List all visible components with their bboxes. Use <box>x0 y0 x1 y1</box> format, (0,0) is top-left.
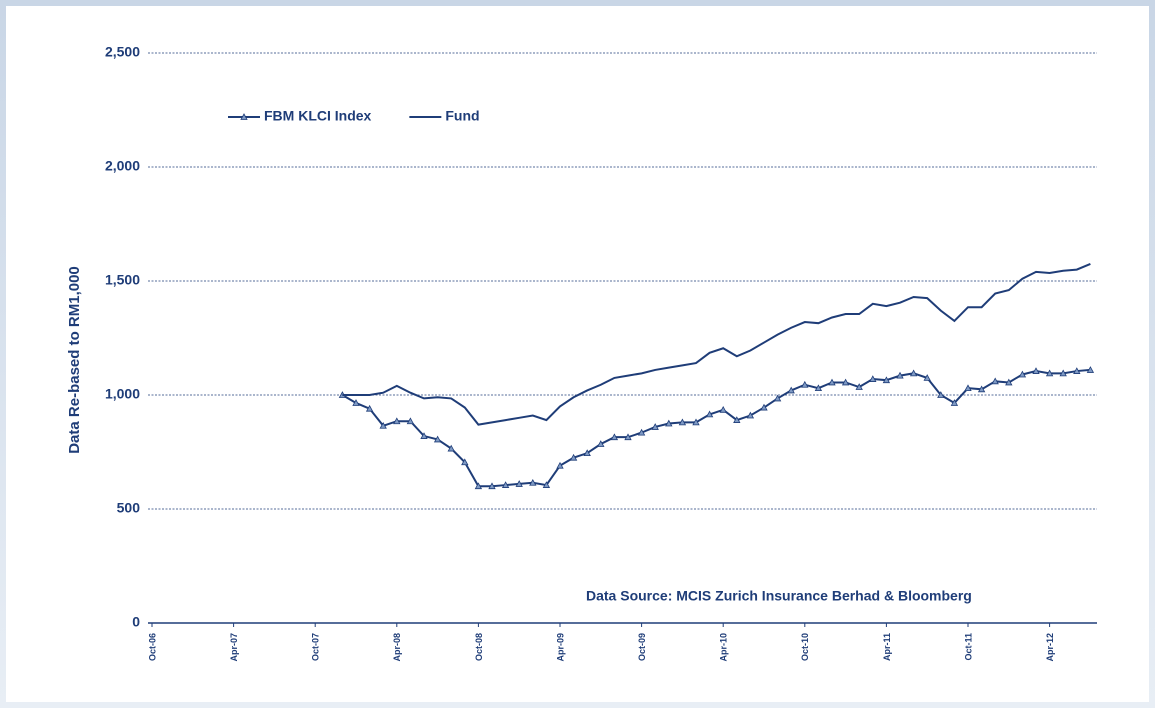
marker <box>406 417 415 425</box>
marker <box>760 403 768 411</box>
marker <box>352 399 360 406</box>
marker <box>1018 370 1027 378</box>
marker <box>841 378 850 386</box>
marker <box>461 458 469 466</box>
marker <box>814 384 823 392</box>
panel <box>6 6 1149 702</box>
annotation: Data Source: MCIS Zurich Insurance Berha… <box>586 588 972 604</box>
marker <box>964 384 972 392</box>
marker <box>569 453 578 461</box>
marker <box>869 375 877 382</box>
marker <box>692 418 700 426</box>
marker <box>1005 378 1013 386</box>
marker <box>474 482 483 490</box>
marker <box>950 399 959 406</box>
marker <box>365 404 374 412</box>
marker <box>991 377 999 385</box>
marker <box>705 410 714 418</box>
marker <box>909 369 918 377</box>
marker <box>610 433 619 441</box>
marker <box>501 481 510 488</box>
marker <box>1059 369 1067 377</box>
marker <box>651 423 659 430</box>
marker <box>896 371 904 379</box>
marker <box>678 418 687 426</box>
marker <box>637 428 646 436</box>
marker <box>773 394 782 402</box>
x-tick-label: Oct-10 <box>800 633 810 661</box>
x-tick-label: Apr-08 <box>392 633 402 662</box>
x-tick-label: Oct-06 <box>147 633 157 661</box>
series-line <box>342 262 1091 426</box>
y-tick-label: 0 <box>132 614 140 630</box>
marker <box>733 416 741 423</box>
y-tick-label: 2,500 <box>105 44 140 60</box>
y-axis-label: Data Re-based to RM1,000 <box>66 266 83 454</box>
marker <box>1086 366 1095 373</box>
marker <box>801 380 809 388</box>
marker <box>488 482 496 490</box>
marker <box>379 421 387 429</box>
marker <box>1045 369 1054 377</box>
y-tick-label: 500 <box>117 500 141 516</box>
y-tick-label: 2,000 <box>105 158 140 174</box>
marker <box>855 383 863 390</box>
x-tick-label: Apr-09 <box>555 633 565 662</box>
marker <box>923 374 931 381</box>
marker <box>882 376 891 384</box>
marker <box>787 386 795 394</box>
legend-label: FBM KLCI Index <box>264 108 372 124</box>
x-tick-label: Apr-11 <box>882 633 892 661</box>
x-tick-label: Oct-07 <box>311 633 321 661</box>
marker <box>393 417 401 425</box>
marker <box>1032 367 1040 374</box>
marker <box>583 449 591 457</box>
y-tick-label: 1,500 <box>105 272 140 288</box>
x-tick-label: Oct-08 <box>474 633 484 661</box>
marker <box>828 378 836 386</box>
marker <box>937 391 945 398</box>
marker <box>447 444 455 452</box>
marker <box>556 461 564 469</box>
x-tick-label: Oct-09 <box>637 633 647 661</box>
marker <box>529 478 537 486</box>
marker <box>515 480 523 487</box>
marker <box>665 419 673 427</box>
marker <box>719 405 727 413</box>
marker <box>746 411 755 419</box>
x-tick-label: Apr-12 <box>1045 633 1055 662</box>
legend-label: Fund <box>445 108 479 124</box>
marker <box>433 435 442 443</box>
marker <box>542 481 551 488</box>
legend-marker <box>240 113 248 120</box>
x-tick-label: Apr-07 <box>229 633 239 662</box>
x-tick-label: Apr-10 <box>719 633 729 662</box>
x-tick-label: Oct-11 <box>963 633 973 661</box>
marker <box>977 385 986 393</box>
marker <box>624 433 632 441</box>
marker <box>420 432 428 439</box>
marker <box>1073 367 1081 374</box>
marker <box>597 440 605 447</box>
y-tick-label: 1,000 <box>105 386 140 402</box>
